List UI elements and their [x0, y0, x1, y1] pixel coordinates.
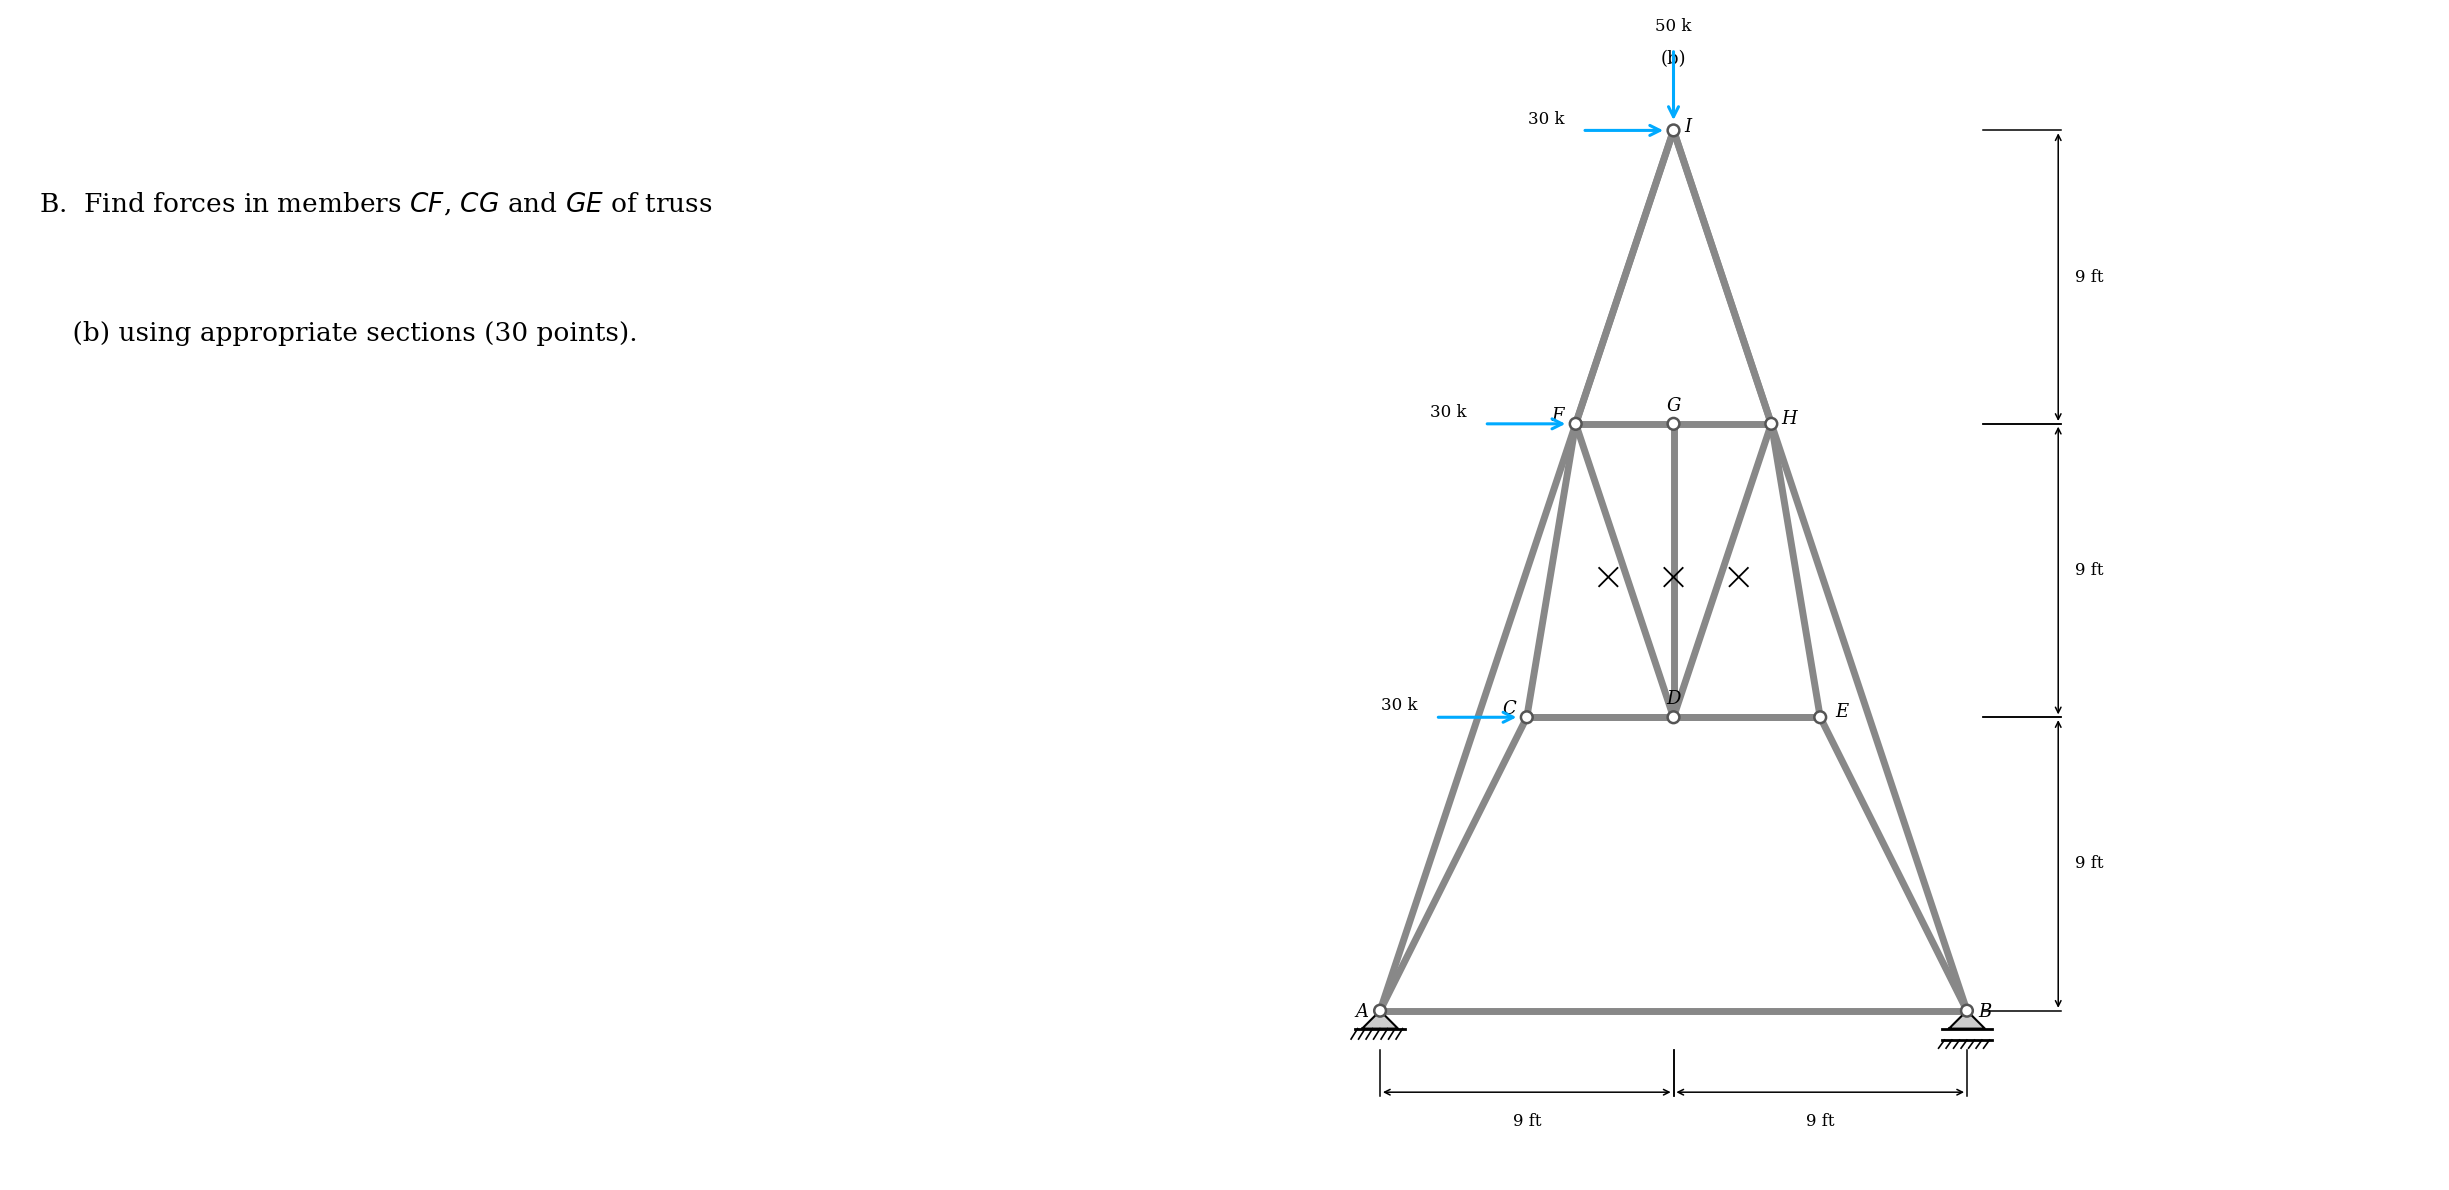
- Text: 9 ft: 9 ft: [2074, 856, 2104, 872]
- Polygon shape: [1949, 1010, 1984, 1028]
- Text: H: H: [1780, 409, 1798, 428]
- Circle shape: [1668, 712, 1680, 724]
- Circle shape: [1570, 418, 1582, 430]
- Text: I: I: [1685, 118, 1692, 136]
- Text: (b): (b): [1660, 50, 1687, 68]
- Text: E: E: [1834, 703, 1849, 721]
- Text: 9 ft: 9 ft: [1805, 1113, 1834, 1130]
- Circle shape: [1815, 712, 1827, 724]
- Text: 30 k: 30 k: [1430, 403, 1467, 421]
- Text: 30 k: 30 k: [1381, 697, 1418, 714]
- Circle shape: [1668, 125, 1680, 137]
- Text: C: C: [1501, 700, 1516, 718]
- Text: 50 k: 50 k: [1656, 18, 1692, 35]
- Text: 9 ft: 9 ft: [2074, 269, 2104, 286]
- Text: A: A: [1357, 1003, 1369, 1021]
- Circle shape: [1374, 1004, 1386, 1016]
- Circle shape: [1962, 1004, 1974, 1016]
- Text: (b) using appropriate sections (30 points).: (b) using appropriate sections (30 point…: [39, 321, 637, 346]
- Text: 30 k: 30 k: [1528, 111, 1565, 127]
- Circle shape: [1521, 712, 1533, 724]
- Circle shape: [1766, 418, 1778, 430]
- Text: F: F: [1553, 407, 1565, 425]
- Text: D: D: [1665, 690, 1680, 708]
- Polygon shape: [1362, 1010, 1398, 1028]
- Text: 9 ft: 9 ft: [2074, 562, 2104, 580]
- Text: B.  Find forces in members $\mathit{CF}$, $\mathit{CG}$ and $\mathit{GE}$ of tru: B. Find forces in members $\mathit{CF}$,…: [39, 190, 713, 218]
- Circle shape: [1668, 418, 1680, 430]
- Text: G: G: [1665, 397, 1680, 415]
- Text: B: B: [1979, 1003, 1991, 1021]
- Text: 9 ft: 9 ft: [1513, 1113, 1540, 1130]
